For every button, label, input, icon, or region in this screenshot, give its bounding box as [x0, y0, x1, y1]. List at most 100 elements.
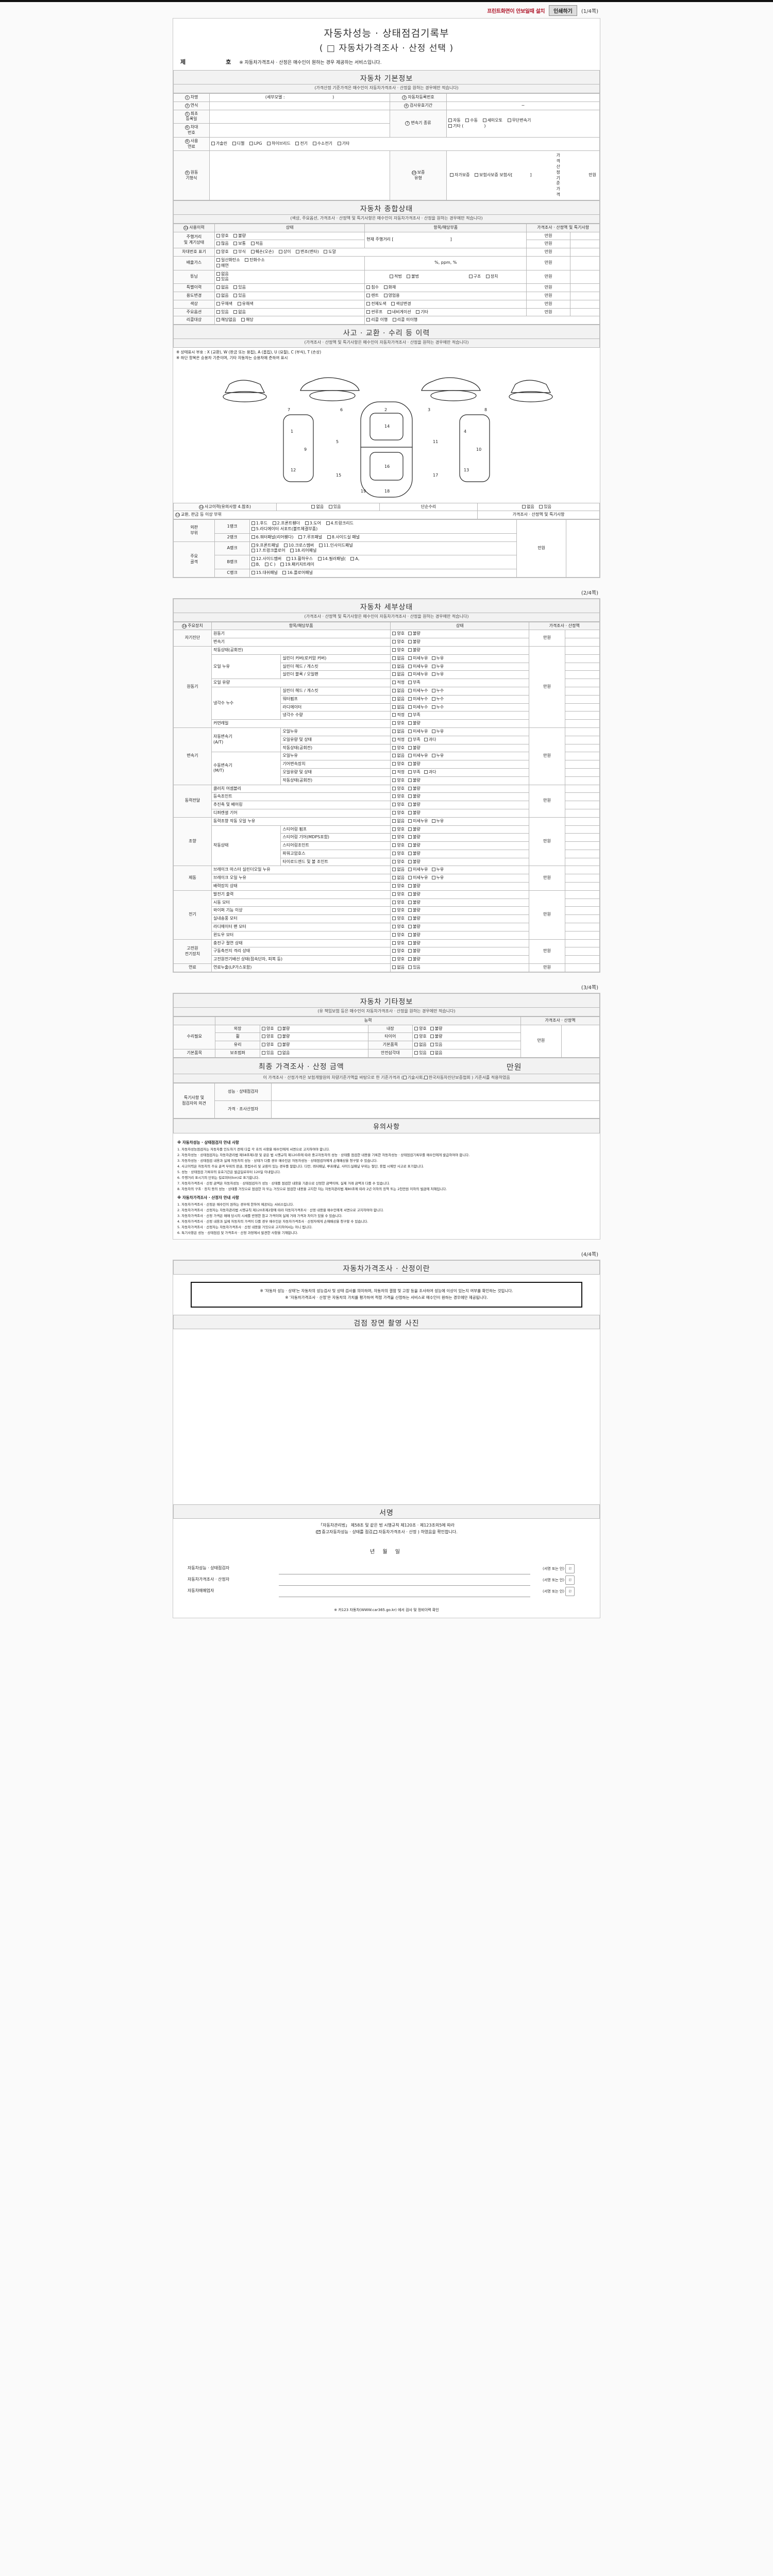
- detail-state-options[interactable]: 양호 불량: [390, 719, 530, 728]
- detail-state-options[interactable]: 없음 미세누수 누수: [390, 686, 530, 696]
- opt-없음[interactable]: 없음: [392, 656, 405, 662]
- part-quarter-panel[interactable]: 6.쿼터패널(리어휀다): [251, 535, 294, 540]
- part-rear-panel[interactable]: 18.리어패널: [290, 548, 316, 554]
- accident-yes[interactable]: 있음: [328, 504, 341, 510]
- etc-cell-options[interactable]: 있음 없음: [259, 1049, 368, 1058]
- detail-state-options[interactable]: 없음 미세누유 누유: [390, 752, 530, 761]
- opt-미세누수[interactable]: 미세누수: [408, 688, 428, 694]
- detail-remark[interactable]: [564, 776, 600, 785]
- opt-미세누유[interactable]: 미세누유: [408, 867, 428, 873]
- opt-양호[interactable]: 양호: [392, 884, 405, 889]
- detail-state-options[interactable]: 양호 불량: [390, 792, 530, 802]
- opt-없음[interactable]: 없음: [392, 819, 405, 824]
- fuel-opt-electric[interactable]: 전기: [295, 141, 308, 147]
- opt-불량[interactable]: 불량: [408, 941, 421, 946]
- emission-smoke[interactable]: 매연: [216, 263, 229, 269]
- detail-remark[interactable]: [564, 808, 600, 818]
- opt-없음[interactable]: 없음: [392, 867, 405, 873]
- detail-state-options[interactable]: 없음 미세누유 누유: [390, 662, 530, 671]
- option-etc[interactable]: 기타: [416, 310, 428, 315]
- opt-양호[interactable]: 양호: [261, 1026, 274, 1032]
- simple-repair-yes[interactable]: 있음: [539, 504, 551, 510]
- opt-부족[interactable]: 부족: [408, 713, 421, 718]
- law-checkbox-appraisal[interactable]: [374, 1530, 378, 1534]
- rank-1-items[interactable]: 1.후드 2.프론트휀더 3.도어 4.트렁크리드 5.라디에이터 서포트(볼트…: [249, 519, 517, 534]
- color-achromatic[interactable]: 무채색: [216, 301, 232, 307]
- opt-양호[interactable]: 양호: [392, 859, 405, 865]
- detail-remark[interactable]: [564, 882, 600, 891]
- part-pillar-panel[interactable]: 14.필러패널(: [317, 556, 346, 562]
- opt-누수[interactable]: 누수: [431, 705, 444, 710]
- tuning-device[interactable]: 장치: [485, 274, 498, 280]
- detail-state-options[interactable]: 양호 불량: [390, 808, 530, 818]
- part-side-member[interactable]: 12.사이드멤버: [251, 556, 281, 562]
- detail-remark[interactable]: [564, 866, 600, 875]
- detail-state-options[interactable]: 없음 미세누수 누수: [390, 694, 530, 704]
- inspector-remark-input[interactable]: [271, 1083, 600, 1101]
- special-state[interactable]: 없음 있음: [214, 283, 365, 292]
- opt-부족[interactable]: 부족: [408, 737, 421, 743]
- opt-누수[interactable]: 누수: [431, 697, 444, 702]
- opt-양호[interactable]: 양호: [392, 721, 405, 726]
- opt-양호[interactable]: 양호: [392, 933, 405, 938]
- detail-remark[interactable]: [564, 898, 600, 907]
- part-wheel-house[interactable]: 13.휠하우스: [286, 556, 313, 562]
- opt-불량[interactable]: 불량: [277, 1034, 290, 1040]
- opt-불량[interactable]: 불량: [408, 957, 421, 962]
- opt-불량[interactable]: 불량: [408, 648, 421, 653]
- opt-양호[interactable]: 양호: [392, 745, 405, 751]
- detail-remark[interactable]: [564, 694, 600, 704]
- opt-없음[interactable]: 없음: [392, 753, 405, 759]
- opt-양호[interactable]: 양호: [392, 900, 405, 906]
- color-item[interactable]: 전체도색 색상변경: [364, 299, 527, 309]
- opt-누수[interactable]: 누수: [431, 688, 444, 694]
- opt-적정[interactable]: 적정: [392, 680, 405, 686]
- usage-remark[interactable]: [569, 291, 600, 300]
- opt-적정[interactable]: 적정: [392, 737, 405, 743]
- detail-remark[interactable]: [564, 654, 600, 663]
- detail-remark[interactable]: [564, 906, 600, 916]
- color-changed[interactable]: 색상변경: [391, 301, 411, 307]
- opt-불량[interactable]: 불량: [277, 1026, 290, 1032]
- opt-양호[interactable]: 양호: [392, 957, 405, 962]
- tuning-legal[interactable]: 적법: [389, 274, 402, 280]
- car-name-value[interactable]: (세부모델 : ): [209, 93, 390, 102]
- opt-양호[interactable]: 양호: [392, 786, 405, 792]
- detail-remark[interactable]: [564, 849, 600, 858]
- detail-remark[interactable]: [564, 801, 600, 809]
- transmission-options[interactable]: 자동 수동 세미오토 무단변속기 기타 (): [446, 109, 600, 138]
- part-hood[interactable]: 1.후드: [251, 521, 267, 527]
- opt-불량[interactable]: 불량: [408, 908, 421, 913]
- opt-불량[interactable]: 불량: [408, 631, 421, 637]
- detail-remark[interactable]: [564, 939, 600, 948]
- detail-state-options[interactable]: 양호 불량: [390, 955, 530, 964]
- trans-opt-auto[interactable]: 자동: [448, 118, 461, 124]
- mileage-state-b[interactable]: 많음 보통 적음: [214, 240, 365, 249]
- etc-cell-options[interactable]: 없음 있음: [412, 1041, 521, 1050]
- special-remark[interactable]: [569, 283, 600, 292]
- recall-not-done[interactable]: 리콜 미이행: [392, 317, 417, 323]
- opt-불량[interactable]: 불량: [430, 1034, 443, 1040]
- opt-불량[interactable]: 불량: [408, 851, 421, 857]
- opt-누유[interactable]: 누유: [431, 672, 444, 677]
- opt-양호[interactable]: 양호: [392, 916, 405, 922]
- vin-value[interactable]: [209, 123, 390, 138]
- detail-state-options[interactable]: 없음 미세누유 누유: [390, 874, 530, 883]
- opt-불량[interactable]: 불량: [408, 721, 421, 726]
- opt-양호[interactable]: 양호: [392, 892, 405, 897]
- opt-양호[interactable]: 양호: [392, 778, 405, 784]
- opt-누유[interactable]: 누유: [431, 656, 444, 662]
- opt-누유[interactable]: 누유: [431, 664, 444, 670]
- part-radiator-support[interactable]: 5.라디에이터 서포트(볼트체결부품): [251, 527, 317, 532]
- tuning-state-a[interactable]: 없음 있음: [214, 269, 365, 284]
- opt-있음[interactable]: 있음: [408, 965, 421, 971]
- opt-과다[interactable]: 과다: [424, 770, 436, 775]
- opt-누유[interactable]: 누유: [431, 867, 444, 873]
- detail-state-options[interactable]: 없음 미세누수 누수: [390, 703, 530, 712]
- detail-remark[interactable]: [564, 833, 600, 842]
- etc-cell-options[interactable]: 양호 불량: [412, 1032, 521, 1042]
- detail-state-options[interactable]: 양호 불량: [390, 833, 530, 842]
- detail-state-options[interactable]: 양호 불량: [390, 914, 530, 924]
- inspect-valid-value[interactable]: ~: [446, 101, 600, 110]
- opt-불량[interactable]: 불량: [408, 859, 421, 865]
